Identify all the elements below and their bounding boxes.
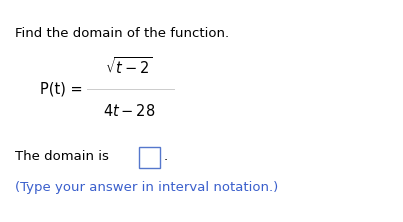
Text: The domain is: The domain is — [15, 150, 109, 163]
Text: (Type your answer in interval notation.): (Type your answer in interval notation.) — [15, 181, 278, 194]
Text: .: . — [163, 150, 167, 163]
Text: $\sqrt{t-2}$: $\sqrt{t-2}$ — [105, 56, 153, 77]
Text: $4t-28$: $4t-28$ — [103, 103, 155, 119]
Text: P(t) =: P(t) = — [40, 81, 83, 96]
Text: Find the domain of the function.: Find the domain of the function. — [15, 27, 229, 40]
